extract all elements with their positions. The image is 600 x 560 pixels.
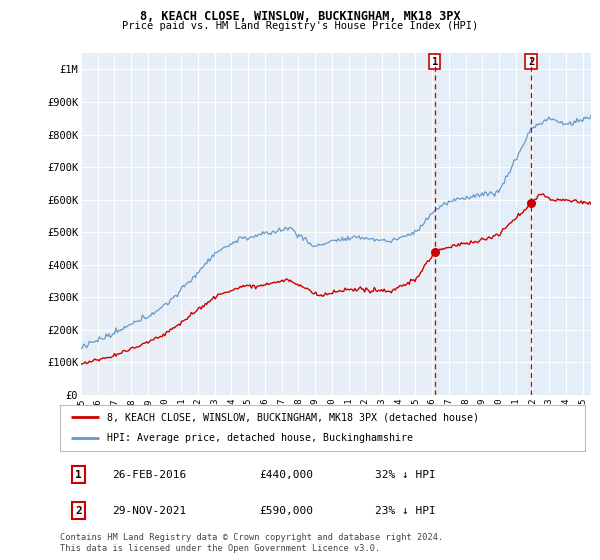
Text: 2: 2 (528, 57, 534, 67)
Text: 29-NOV-2021: 29-NOV-2021 (113, 506, 187, 516)
Text: Price paid vs. HM Land Registry's House Price Index (HPI): Price paid vs. HM Land Registry's House … (122, 21, 478, 31)
Text: 26-FEB-2016: 26-FEB-2016 (113, 470, 187, 480)
Text: 1: 1 (431, 57, 438, 67)
Text: £590,000: £590,000 (260, 506, 314, 516)
Text: 32% ↓ HPI: 32% ↓ HPI (375, 470, 436, 480)
Text: £440,000: £440,000 (260, 470, 314, 480)
Text: 2: 2 (75, 506, 82, 516)
Text: HPI: Average price, detached house, Buckinghamshire: HPI: Average price, detached house, Buck… (107, 433, 413, 444)
Text: 23% ↓ HPI: 23% ↓ HPI (375, 506, 436, 516)
Bar (434, 53, 600, 395)
Text: 8, KEACH CLOSE, WINSLOW, BUCKINGHAM, MK18 3PX (detached house): 8, KEACH CLOSE, WINSLOW, BUCKINGHAM, MK1… (107, 412, 479, 422)
Text: 1: 1 (75, 470, 82, 480)
Text: 8, KEACH CLOSE, WINSLOW, BUCKINGHAM, MK18 3PX: 8, KEACH CLOSE, WINSLOW, BUCKINGHAM, MK1… (140, 10, 460, 23)
Text: Contains HM Land Registry data © Crown copyright and database right 2024.
This d: Contains HM Land Registry data © Crown c… (60, 533, 443, 553)
